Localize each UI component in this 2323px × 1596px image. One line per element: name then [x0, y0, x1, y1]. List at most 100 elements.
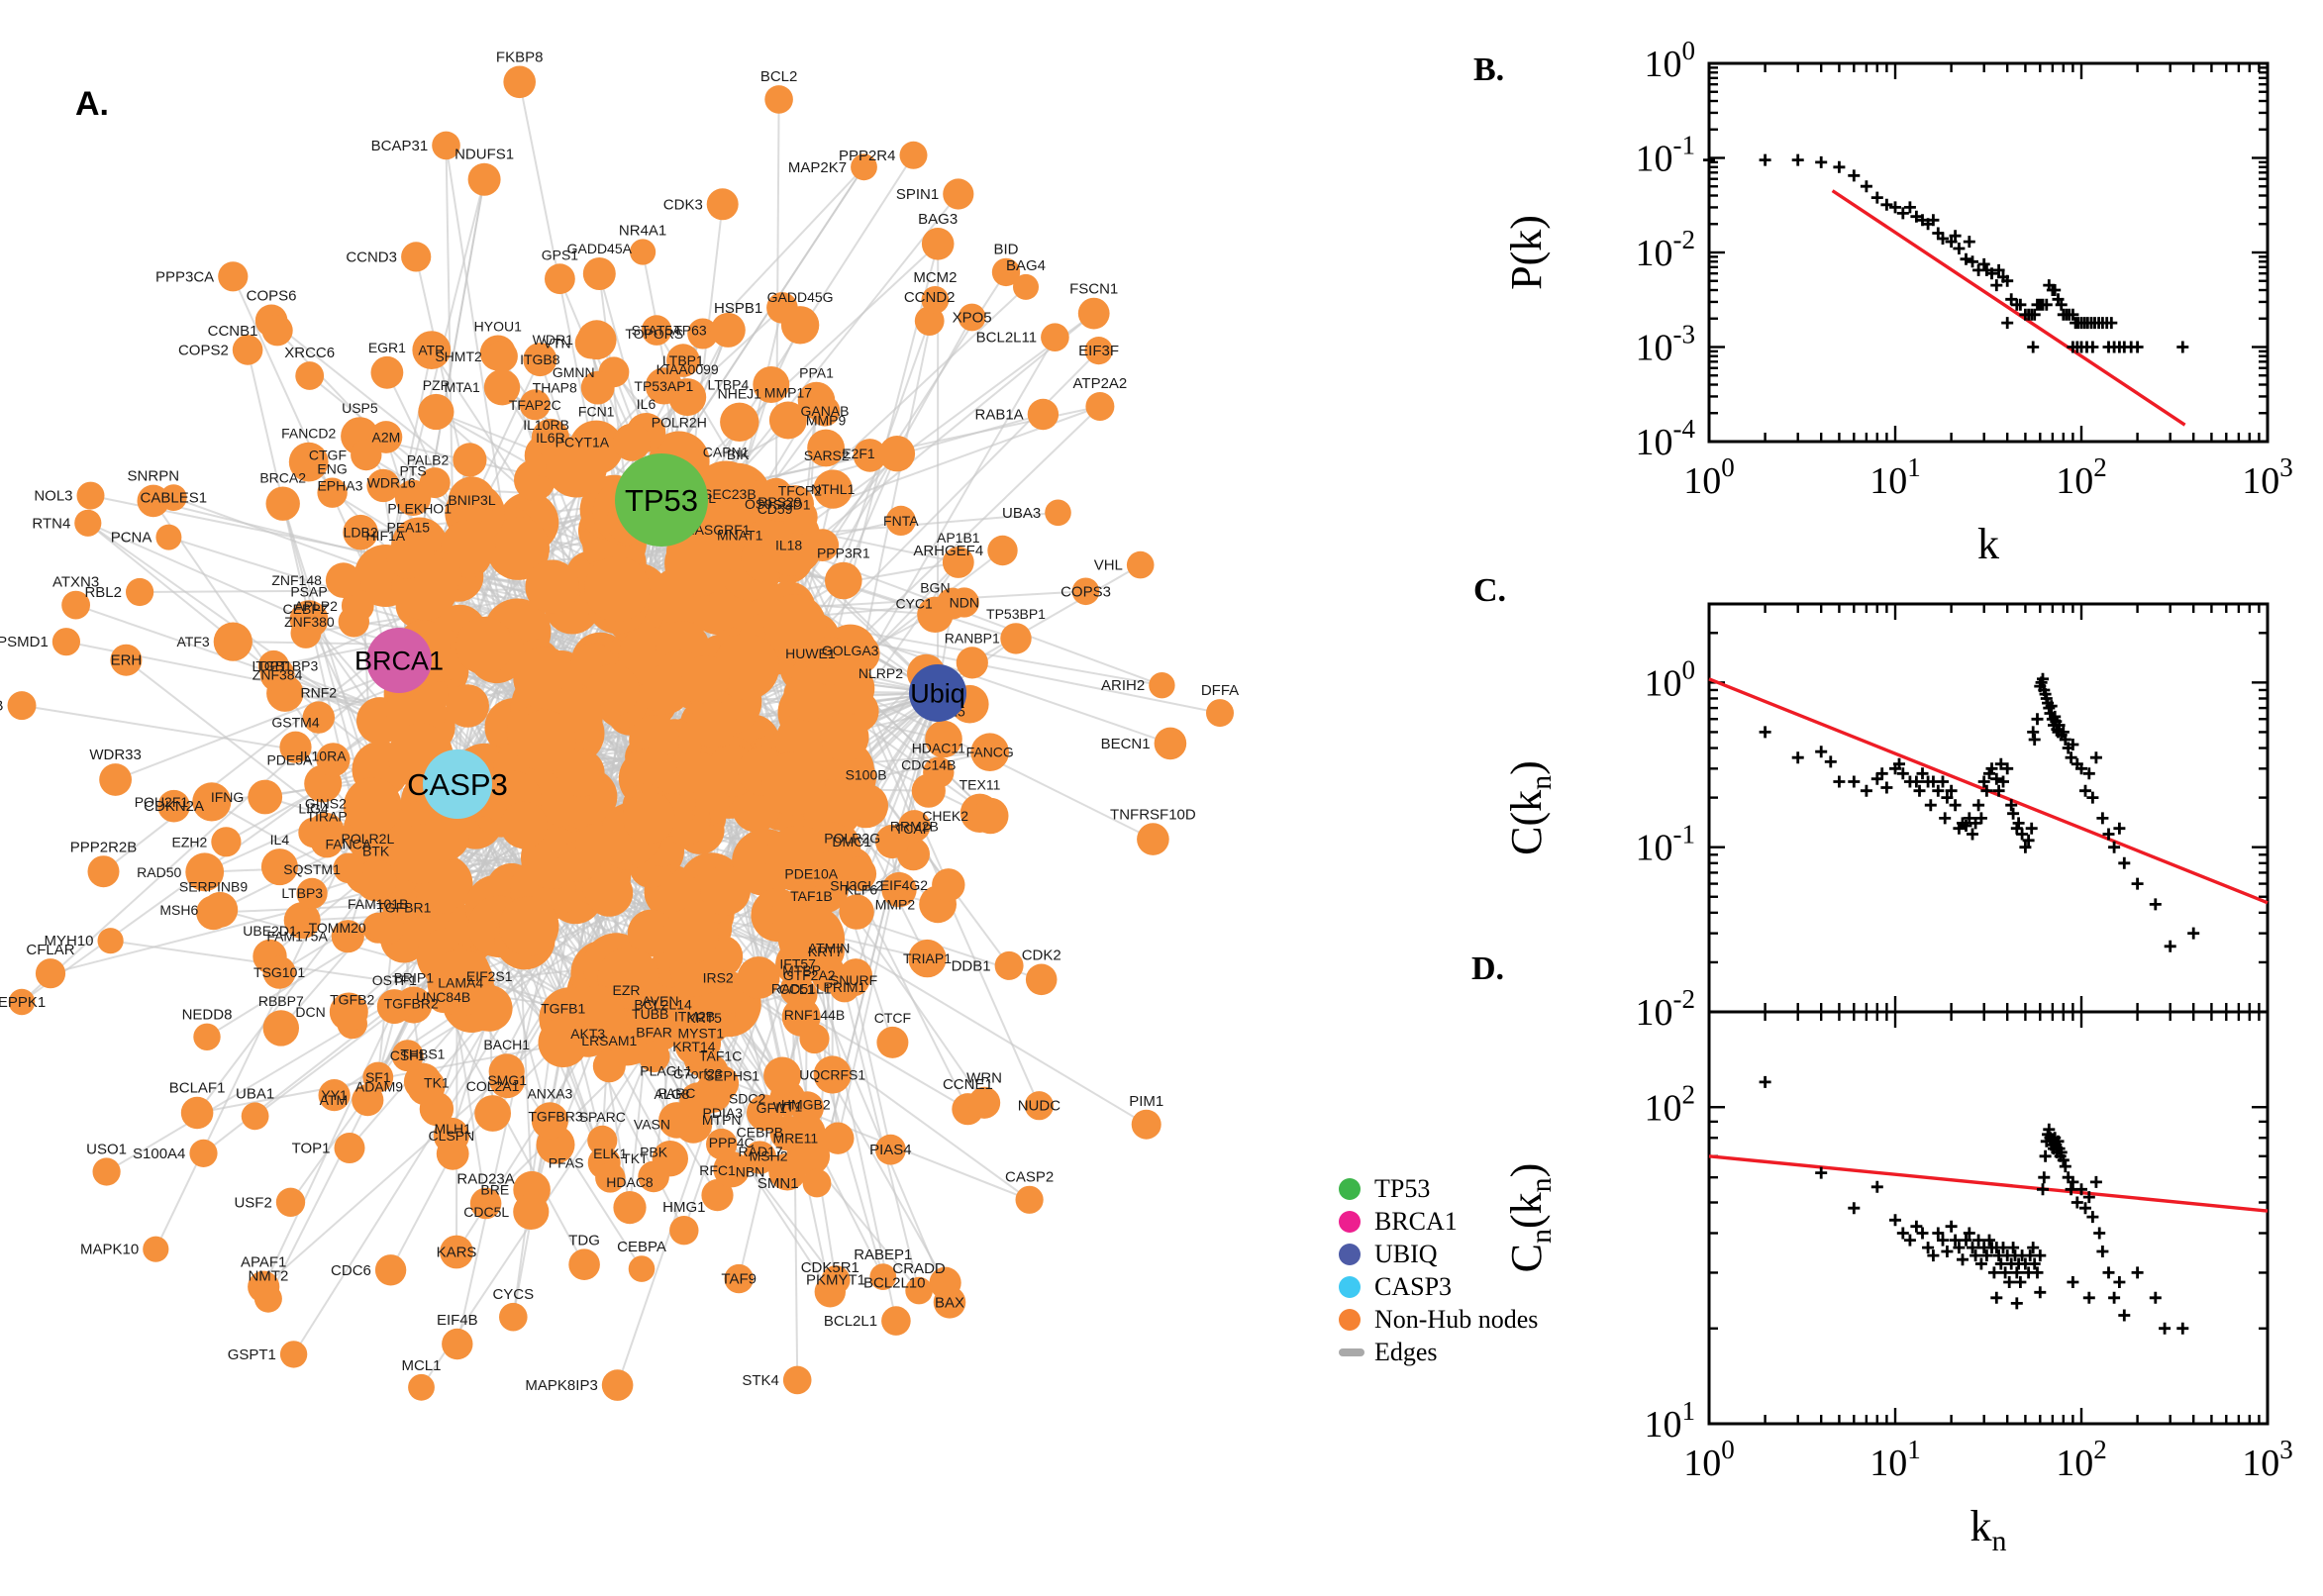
- network-node: [689, 701, 737, 748]
- network-node-label: DPT: [259, 658, 287, 674]
- network-node: [582, 257, 616, 290]
- network-node: [257, 649, 289, 682]
- network-node: [813, 469, 853, 509]
- network-node: [627, 909, 675, 957]
- network-node-label: BECN1: [1101, 736, 1151, 752]
- network-node-label: TGFBR3: [528, 1109, 582, 1125]
- network-node-label: HMGB2: [781, 1096, 831, 1112]
- network-node-label: MLH1: [435, 1121, 472, 1137]
- network-node: [538, 1017, 588, 1068]
- network-node-label: CFLAR: [26, 942, 74, 958]
- network-node-label: CDC5L: [463, 1204, 509, 1220]
- network-node-label: E2F1: [842, 446, 875, 461]
- plot-frame: [1707, 602, 2270, 1014]
- network-node-label: YY1: [321, 1087, 348, 1103]
- network-node: [790, 1091, 825, 1125]
- network-node-label: TKT: [622, 1150, 649, 1166]
- network-node-label: LTBP3: [281, 885, 323, 901]
- axis-tick-label: 100: [1683, 452, 1735, 502]
- network-node-label: TAF1C: [699, 1048, 742, 1064]
- network-node: [802, 1168, 832, 1198]
- network-node-label: A2M: [372, 430, 401, 446]
- network-node: [1137, 823, 1169, 855]
- network-node: [641, 664, 691, 715]
- network-node-label: CLSPN: [429, 1128, 475, 1144]
- network-node-label: ATP2A2: [1073, 375, 1128, 392]
- network-nodes: [7, 65, 1234, 1401]
- network-node: [1149, 672, 1175, 699]
- network-node-label: CD59: [758, 501, 793, 517]
- network-node-label: PPP3R1: [817, 546, 870, 561]
- network-node: [370, 355, 404, 389]
- network-node-label: MAP2K7: [788, 159, 847, 176]
- network-node-label: PALB2: [407, 451, 450, 467]
- network-node: [692, 460, 759, 527]
- network-node: [61, 590, 90, 620]
- network-node: [366, 468, 400, 503]
- legend-item: TP53: [1339, 1172, 1538, 1205]
- network-node-label: PFAS: [549, 1154, 584, 1170]
- network-node: [265, 486, 300, 521]
- network-node-label: KRT14: [672, 1039, 716, 1054]
- network-node: [898, 810, 931, 843]
- axis-tick-label: 10-1: [1636, 131, 1696, 180]
- network-node-label: MRE11: [773, 1131, 819, 1147]
- network-node-label: GPS1: [542, 247, 579, 262]
- network-edge: [837, 692, 939, 1139]
- network-node-label: AVEN: [642, 993, 678, 1009]
- network-node-label: BCAP31: [371, 138, 429, 154]
- network-node-label: POLR2G: [824, 831, 880, 847]
- network-node-label: RAB1A: [974, 407, 1023, 424]
- network-node-label: HSPB1: [714, 300, 762, 317]
- network-node-label: KIAA0099: [656, 361, 719, 377]
- network-node: [710, 312, 746, 348]
- network-node: [956, 647, 988, 679]
- network-node: [613, 1191, 647, 1225]
- network-node-label: IL18: [775, 538, 802, 553]
- network-node-label: BIK: [727, 447, 750, 462]
- network-node: [97, 928, 124, 954]
- network-node: [713, 634, 780, 700]
- network-node: [1013, 273, 1039, 300]
- network-node: [279, 731, 312, 763]
- network-node: [261, 315, 293, 347]
- network-node-label: CDKN2A: [144, 798, 204, 815]
- network-node-label: BRCA2: [259, 470, 306, 486]
- network-node-label: TIRAP: [306, 808, 347, 824]
- network-node: [949, 587, 979, 618]
- network-edge: [794, 913, 1148, 1126]
- network-edge: [816, 692, 939, 1184]
- network-node-label: CRADD: [892, 1260, 946, 1277]
- network-node: [192, 782, 232, 822]
- network-node: [869, 1263, 897, 1290]
- network-node-label: CSF1: [390, 1047, 426, 1063]
- axis-tick-label: 10-4: [1636, 414, 1696, 463]
- network-node-label: GSTM4: [271, 715, 319, 731]
- network-node: [279, 1341, 308, 1368]
- network-node: [7, 691, 37, 721]
- network-node-label: ATMIN: [808, 941, 851, 956]
- network-node: [386, 536, 430, 579]
- network-node: [797, 381, 836, 420]
- network-node: [601, 1369, 634, 1401]
- network-node: [1154, 727, 1187, 760]
- network-node: [669, 1216, 699, 1246]
- network-node-label: PDE10A: [784, 866, 838, 882]
- network-node-label: CDC6: [331, 1262, 371, 1279]
- network-node: [878, 436, 916, 472]
- network-node: [674, 1025, 715, 1065]
- axis-title: kn​: [1970, 1502, 2007, 1557]
- plot-ticks: [1707, 61, 2270, 444]
- network-node-label: TEX11: [960, 777, 1001, 793]
- network-node-label: GMNN: [553, 364, 595, 380]
- axis-title: C(kn​): [1502, 760, 1558, 855]
- network-node: [991, 257, 1021, 287]
- network-node-label: RAD50: [137, 864, 181, 880]
- network-node-label: MMP2: [875, 896, 916, 912]
- network-node-label: TGFBR1: [376, 899, 431, 915]
- network-node: [839, 958, 872, 992]
- network-node: [921, 286, 950, 314]
- network-node: [911, 773, 946, 808]
- network-node-label: FANCA: [325, 837, 371, 852]
